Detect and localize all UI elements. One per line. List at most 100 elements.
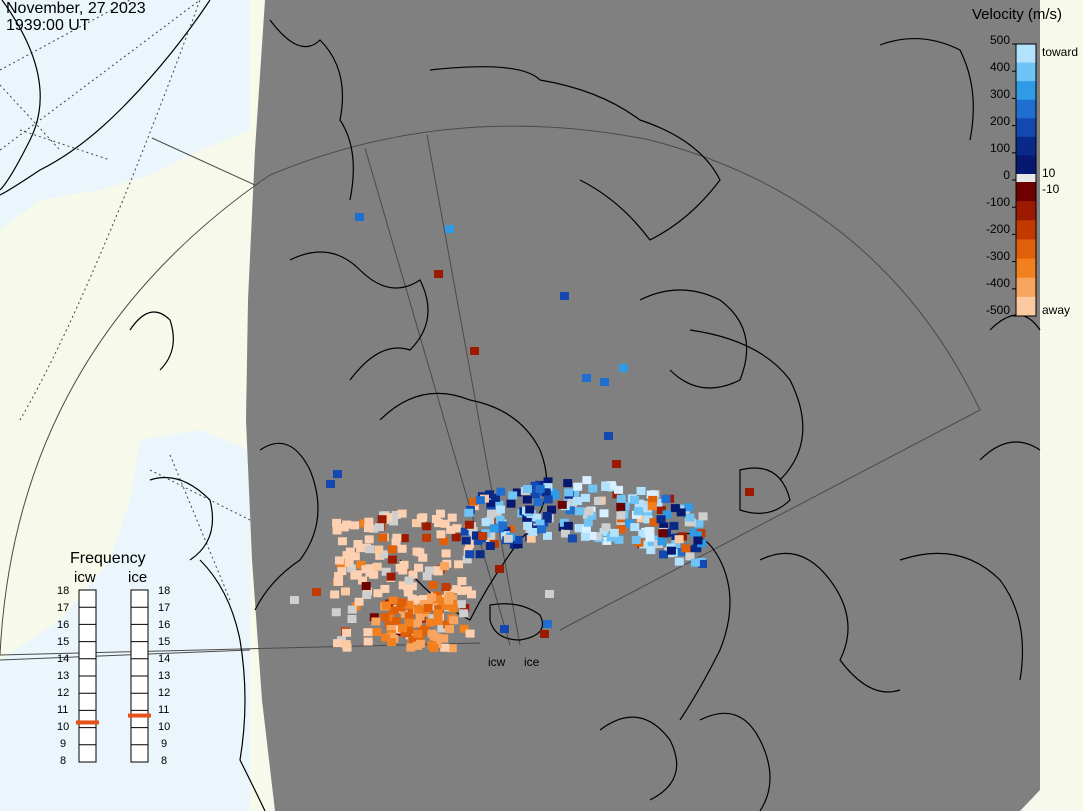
- velocity-cell: [408, 570, 418, 579]
- velocity-cell: [345, 547, 355, 556]
- frequency-box-a-marker: [76, 720, 99, 725]
- velocity-cell: [334, 572, 344, 581]
- velocity-cell: [656, 515, 666, 524]
- velocity-cell: [433, 609, 443, 618]
- velocity-cell: [347, 615, 357, 624]
- velocity-cell: [369, 613, 379, 622]
- radar-site-label-b: ice: [524, 655, 540, 669]
- velocity-cell: [446, 525, 456, 534]
- freq-tick-right: 15: [158, 636, 171, 648]
- velocity-cell: [397, 544, 407, 553]
- velocity-cell: [489, 524, 499, 533]
- velocity-cell: [414, 605, 424, 614]
- velocity-cell: [422, 572, 432, 581]
- velocity-cell: [616, 502, 626, 511]
- velocity-cell: [694, 519, 704, 528]
- velocity-cell: [475, 496, 485, 505]
- frequency-box-b-marker: [128, 713, 151, 718]
- velocity-cell: [418, 627, 428, 636]
- velocity-cell: [392, 533, 402, 542]
- velocity-cell: [500, 625, 509, 633]
- colorbar-tick: 0: [1003, 168, 1010, 182]
- velocity-cell: [465, 550, 475, 559]
- velocity-cell: [364, 535, 374, 544]
- colorbar-away-segment: [1016, 296, 1036, 317]
- velocity-cell: [440, 562, 450, 571]
- freq-tick-right: 12: [158, 687, 171, 699]
- velocity-cell: [636, 514, 646, 523]
- velocity-cell: [427, 593, 437, 602]
- velocity-cell: [427, 629, 437, 638]
- velocity-cell: [530, 490, 540, 499]
- freq-tick-right: 13: [158, 670, 171, 682]
- freq-tick-left: 15: [57, 636, 70, 648]
- velocity-cell: [400, 628, 410, 637]
- velocity-cell: [364, 545, 374, 554]
- colorbar-toward-segment: [1016, 44, 1036, 64]
- velocity-cell: [649, 518, 659, 527]
- velocity-cell: [692, 531, 702, 540]
- velocity-cell: [567, 498, 577, 507]
- velocity-cell: [692, 544, 702, 553]
- velocity-cell: [381, 567, 391, 576]
- velocity-cell: [459, 624, 469, 633]
- velocity-cell: [428, 597, 438, 606]
- velocity-cell: [643, 510, 653, 519]
- day-ocean: [0, 0, 250, 230]
- velocity-cell: [371, 617, 381, 626]
- velocity-cell: [412, 595, 422, 604]
- velocity-cell: [575, 507, 585, 516]
- velocity-cell: [374, 523, 384, 532]
- velocity-cell: [419, 594, 429, 603]
- colorbar-tick: -300: [985, 249, 1010, 263]
- velocity-cell: [445, 591, 455, 600]
- velocity-cell: [495, 515, 505, 524]
- velocity-cell: [369, 524, 379, 533]
- toward-label: toward: [1042, 45, 1079, 59]
- velocity-cell: [344, 558, 354, 567]
- velocity-cell: [468, 527, 478, 536]
- velocity-cell: [403, 588, 413, 597]
- velocity-cell: [364, 517, 374, 526]
- velocity-cell: [478, 532, 488, 541]
- velocity-cell: [373, 589, 383, 598]
- velocity-cell: [543, 477, 553, 486]
- velocity-cell: [485, 542, 495, 551]
- velocity-cell: [594, 496, 604, 505]
- velocity-cell: [587, 531, 597, 540]
- velocity-cell: [397, 598, 407, 607]
- velocity-cell: [406, 643, 416, 652]
- velocity-cell: [334, 556, 344, 565]
- velocity-cell: [391, 538, 401, 547]
- velocity-cell: [407, 582, 417, 591]
- velocity-cell: [528, 527, 538, 536]
- velocity-cell: [644, 527, 654, 536]
- velocity-cell: [535, 480, 545, 489]
- velocity-cell: [445, 225, 454, 233]
- velocity-cell: [452, 585, 462, 594]
- velocity-cell: [684, 503, 694, 512]
- velocity-cell: [567, 534, 577, 543]
- velocity-cell: [404, 576, 414, 585]
- freq-tick-left: 18: [57, 585, 70, 597]
- velocity-cell: [481, 518, 491, 527]
- velocity-cell: [570, 488, 580, 497]
- velocity-cell: [337, 537, 347, 546]
- velocity-cell: [685, 552, 695, 561]
- colorbar-tick: -400: [985, 276, 1010, 290]
- velocity-cell: [459, 609, 469, 618]
- velocity-cell: [563, 479, 573, 488]
- colorbar-tick: -100: [985, 195, 1010, 209]
- velocity-cell: [501, 527, 511, 536]
- velocity-cell: [671, 539, 681, 548]
- velocity-cell: [475, 550, 485, 559]
- velocity-cell: [407, 604, 417, 613]
- velocity-cell: [575, 524, 585, 533]
- velocity-cell: [436, 530, 446, 539]
- velocity-cell: [535, 519, 545, 528]
- velocity-cell: [413, 629, 423, 638]
- velocity-cell: [587, 511, 597, 520]
- freq-tick-left: 12: [57, 687, 70, 699]
- velocity-cell: [460, 527, 470, 536]
- velocity-cell: [466, 590, 476, 599]
